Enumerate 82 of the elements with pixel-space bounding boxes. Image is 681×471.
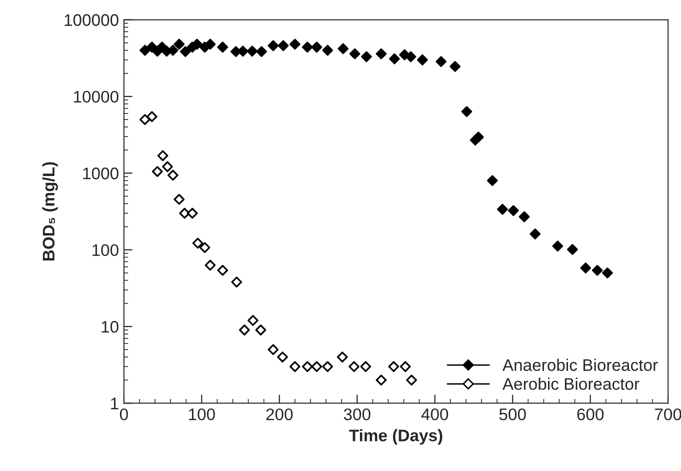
point [406,374,417,386]
point [277,352,288,362]
point [530,228,541,240]
point [436,56,447,68]
x-tick-label: 400 [421,408,448,420]
point [518,211,530,222]
point [204,260,216,271]
point [246,46,258,57]
x-axis-title: Time (Days) [349,429,442,445]
point [486,175,498,186]
point [157,150,168,162]
point [167,170,178,181]
point [231,276,242,288]
point [602,267,613,278]
point [268,344,279,356]
point [322,44,334,56]
point [348,361,360,372]
point [180,46,191,58]
point [162,161,173,172]
x-tick-label: 200 [266,408,293,420]
point [497,204,508,215]
legend-label: Anaerobic Bioreactor [502,358,658,372]
point [388,361,400,372]
point [322,361,334,372]
x-tick-label: 0 [120,408,128,420]
y-axis-title: BOD₅ (mg/L) [42,162,58,260]
point [152,166,163,177]
point [238,324,250,336]
point [450,61,461,72]
y-tick-label: 10 [102,320,118,333]
point [217,42,228,53]
point [146,111,158,122]
point [416,54,428,66]
point [217,264,228,276]
x-tick-label: 100 [189,408,215,420]
point [199,242,210,254]
x-tick-label: 700 [655,408,681,420]
x-tick-label: 600 [577,408,604,420]
point [360,361,372,372]
y-tick-label: 100 [92,244,118,256]
point [256,46,267,58]
x-tick-label: 300 [344,408,370,420]
point [174,194,185,205]
point [139,44,150,56]
point [255,324,266,336]
point [461,106,472,118]
point [302,42,313,53]
point [311,361,322,372]
point [400,361,411,372]
point [290,361,300,372]
point [186,208,198,219]
point [192,38,202,50]
point [376,374,387,386]
point [139,114,150,125]
point [268,40,279,52]
y-tick-label: 1000 [83,168,118,180]
y-tick-label: 10000 [74,90,118,103]
legend-label: Aerobic Bioreactor [502,378,640,390]
point [405,51,416,62]
point [278,40,289,52]
point [290,38,300,50]
point [580,262,592,274]
point [592,264,603,276]
point [192,238,204,249]
y-tick-label: 100000 [64,14,118,26]
point [336,352,348,362]
point [361,51,372,62]
y-tick-label: 1 [111,398,118,410]
point [174,38,185,50]
point [311,42,322,53]
point [338,43,349,54]
point [472,132,484,143]
point [508,205,519,216]
point [302,361,313,372]
point [248,314,258,326]
point [552,240,564,252]
x-tick-label: 500 [499,408,526,420]
point [376,48,387,60]
point [567,244,578,255]
point [389,53,400,64]
point [204,38,216,50]
point [349,48,360,60]
